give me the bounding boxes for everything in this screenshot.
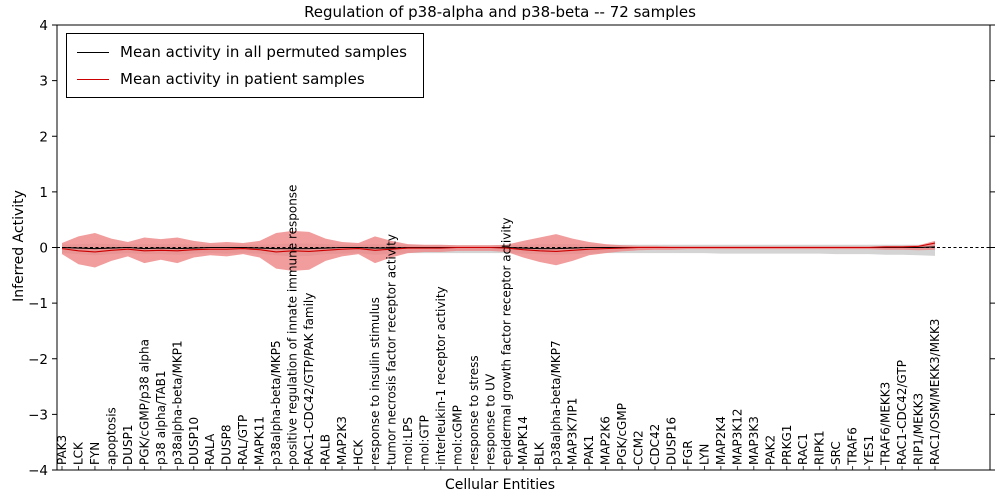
x-tick-label: LYN (697, 444, 711, 465)
y-tick-label: −1 (28, 296, 48, 312)
x-tick-label: mol:GTP (417, 415, 431, 465)
x-tick-label: TRAF6/MEKK3 (879, 382, 893, 466)
x-tick-label: CDC42 (648, 424, 662, 465)
x-tick-label: FGR (681, 440, 695, 465)
patient-samples-range-band (62, 230, 935, 271)
x-tick-label: p38 alpha/TAB1 (154, 371, 168, 465)
x-tick-label: TRAF6 (846, 427, 860, 466)
x-tick-label: DUSP16 (664, 417, 678, 465)
legend-label-patient: Mean activity in patient samples (120, 70, 365, 88)
x-tick-label: RIPK1 (813, 430, 827, 465)
x-tick-label: CCM2 (632, 430, 646, 465)
x-tick-label: BLK (533, 441, 547, 465)
x-tick-label: p38alpha-beta/MKP7 (549, 340, 563, 465)
x-tick-label: MAPK11 (253, 416, 267, 465)
patient-line-swatch (77, 78, 109, 80)
x-tick-label: tumor necrosis factor receptor activity (384, 234, 398, 465)
x-tick-label: RIP1/MEKK3 (912, 393, 926, 465)
y-tick-label: −4 (28, 463, 48, 479)
x-tick-label: interleukin-1 receptor activity (434, 286, 448, 465)
y-tick-labels: −4 −3 −2 −1 0 1 2 3 4 (28, 18, 995, 479)
patient-mean-line (61, 242, 936, 253)
chart-title: Regulation of p38-alpha and p38-beta -- … (304, 3, 696, 21)
x-tick-label: PRKG1 (780, 425, 794, 465)
legend-entry-patient: Mean activity in patient samples (77, 70, 407, 88)
x-tick-label: PAK2 (763, 435, 777, 465)
x-tick-label: LCK (71, 441, 85, 465)
x-tick-label: PGK/cGMP (615, 403, 629, 465)
y-tick-label: 1 (39, 185, 48, 201)
x-tick-label: MAP2K4 (714, 416, 728, 465)
x-tick-labels: PAK3 LCK FYN apoptosis DUSP1 PGK/cGMP/p38 alp… (55, 185, 942, 470)
y-tick-label: −3 (28, 407, 48, 423)
x-tick-label: RAC1 (796, 433, 810, 465)
x-tick-label: PAK3 (55, 435, 69, 465)
y-tick-label: 4 (39, 18, 48, 34)
x-tick-label: mol:cGMP (450, 405, 464, 465)
legend: Mean activity in all permuted samples Me… (66, 33, 424, 98)
x-tick-label: FYN (88, 442, 102, 465)
x-tick-label: apoptosis (104, 407, 118, 465)
y-tick-label: 2 (39, 129, 48, 145)
x-tick-label: DUSP8 (220, 424, 234, 465)
x-tick-label: SRC (829, 441, 843, 465)
x-tick-label: positive regulation of innate immune res… (286, 185, 300, 465)
x-tick-label: MAP3K3 (747, 416, 761, 465)
legend-entry-permuted: Mean activity in all permuted samples (77, 43, 407, 61)
y-tick-label: −2 (28, 352, 48, 368)
x-tick-label: MAPK14 (516, 416, 530, 465)
x-tick-label: response to UV (483, 373, 497, 465)
x-tick-label: MAP2K3 (335, 416, 349, 465)
x-tick-label: MAP3K12 (730, 408, 744, 465)
x-tick-label: DUSP1 (121, 424, 135, 465)
x-tick-label: RAC1-CDC42/GTP/PAK family (302, 293, 316, 465)
x-tick-label: RAC1-CDC42/GTP (895, 360, 909, 465)
permuted-line-swatch (77, 51, 109, 53)
x-tick-label: MAP3K7IP1 (566, 398, 580, 465)
x-tick-label: p38alpha-beta/MKP5 (269, 340, 283, 465)
x-tick-label: RAC1/OSM/MEKK3/MKK3 (928, 319, 942, 465)
x-axis-title: Cellular Entities (444, 477, 556, 493)
x-tick-label: RALA (203, 433, 217, 465)
x-tick-label: RAL/GTP (236, 415, 250, 465)
x-tick-label: DUSP10 (187, 417, 201, 465)
x-tick-label: response to stress (467, 355, 481, 465)
x-tick-label: YES1 (862, 435, 876, 466)
x-tick-label: RALB (319, 434, 333, 465)
x-tick-label: HCK (351, 439, 365, 465)
x-tick-label: p38alpha-beta/MKP1 (170, 340, 184, 465)
y-axis-title: Inferred Activity (11, 190, 27, 302)
x-tick-label: epidermal growth factor receptor activit… (500, 218, 514, 465)
x-tick-label: PAK1 (582, 435, 596, 465)
y-tick-label: 0 (39, 241, 48, 257)
x-tick-label: MAP2K6 (599, 416, 613, 465)
legend-label-permuted: Mean activity in all permuted samples (120, 43, 407, 61)
x-tick-label: PGK/cGMP/p38 alpha (137, 339, 151, 465)
x-tick-label: mol:LPS (401, 417, 415, 465)
y-tick-label: 3 (39, 74, 48, 90)
x-tick-label: response to insulin stimulus (368, 297, 382, 465)
